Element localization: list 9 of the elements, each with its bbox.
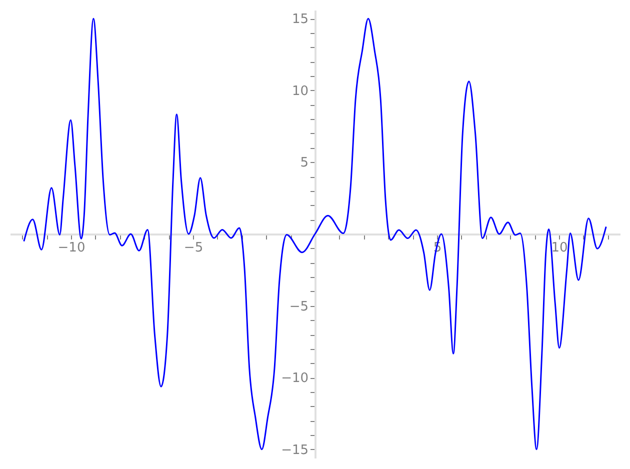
x-tick-label: −5 <box>184 240 204 256</box>
y-tick-label: 10 <box>292 84 308 99</box>
y-tick-label: −15 <box>281 442 308 458</box>
y-tick-label: 5 <box>300 156 308 171</box>
y-tick-label: 15 <box>292 12 308 28</box>
x-tick-label: 10 <box>551 240 568 256</box>
y-tick-label: −5 <box>289 299 308 314</box>
x-tick-label: −10 <box>58 240 86 256</box>
y-tick-label: −10 <box>281 371 308 386</box>
